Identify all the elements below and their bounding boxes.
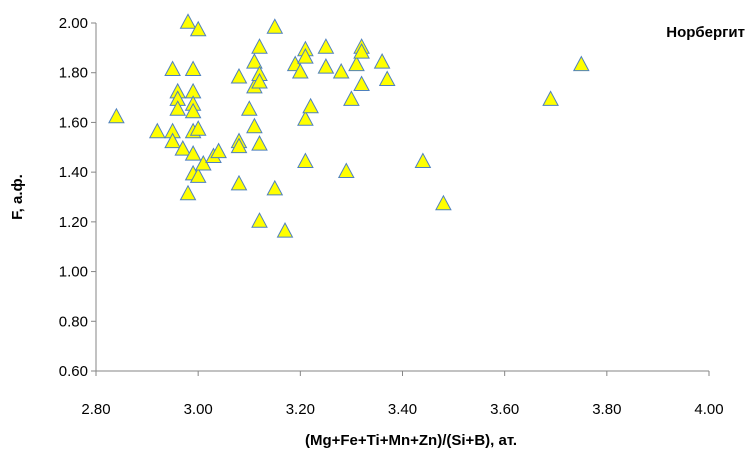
data-point bbox=[343, 90, 360, 106]
data-point bbox=[184, 60, 202, 76]
data-point bbox=[297, 152, 314, 168]
y-axis: 0.60 0.80 1.00 1.20 1.40 1.60 1.80 2.00 bbox=[59, 15, 97, 380]
data-point bbox=[174, 140, 192, 156]
data-point bbox=[230, 137, 248, 154]
x-tick-label: 3.00 bbox=[184, 401, 213, 418]
y-tick-label: 1.80 bbox=[59, 65, 88, 82]
x-tick-label: 4.00 bbox=[694, 401, 723, 418]
x-tick-label: 2.80 bbox=[81, 401, 110, 418]
data-point bbox=[230, 174, 248, 191]
data-point bbox=[169, 100, 187, 116]
data-point bbox=[230, 67, 248, 84]
data-point bbox=[184, 145, 202, 161]
data-point bbox=[189, 167, 207, 183]
data-markers bbox=[108, 13, 590, 238]
x-axis-title: (Mg+Fe+Ti+Mn+Zn)/(Si+B), ат. bbox=[305, 432, 517, 449]
y-tick-label: 1.20 bbox=[59, 214, 88, 231]
data-point bbox=[266, 179, 284, 196]
data-point bbox=[378, 70, 396, 86]
data-point bbox=[291, 62, 309, 79]
x-tick-label: 3.20 bbox=[286, 401, 315, 418]
data-point bbox=[297, 48, 314, 64]
y-tick-label: 1.00 bbox=[59, 264, 88, 281]
data-point bbox=[240, 100, 258, 116]
data-point bbox=[317, 58, 335, 74]
data-point bbox=[572, 55, 590, 72]
data-point bbox=[337, 162, 355, 178]
x-tick-label: 3.80 bbox=[592, 401, 621, 418]
data-point bbox=[348, 55, 365, 72]
data-point bbox=[302, 97, 319, 114]
x-tick-label: 3.40 bbox=[388, 401, 417, 418]
data-point bbox=[251, 72, 268, 89]
data-point bbox=[251, 135, 268, 151]
data-point bbox=[297, 110, 314, 126]
data-point bbox=[189, 120, 207, 136]
data-point bbox=[542, 90, 559, 106]
y-tick-label: 0.60 bbox=[59, 363, 88, 380]
data-point bbox=[353, 75, 370, 91]
data-point bbox=[251, 212, 268, 228]
data-point bbox=[435, 194, 452, 211]
x-tick-label: 3.60 bbox=[490, 401, 519, 418]
data-point bbox=[246, 117, 263, 134]
data-point bbox=[353, 43, 370, 59]
data-point bbox=[414, 152, 432, 168]
y-tick-label: 1.60 bbox=[59, 114, 88, 131]
data-point bbox=[164, 132, 181, 149]
data-point bbox=[164, 60, 181, 76]
x-axis: 2.80 3.00 3.20 3.40 3.60 3.80 4.00 bbox=[81, 370, 724, 418]
data-point bbox=[266, 18, 284, 34]
data-point bbox=[317, 38, 335, 54]
data-point bbox=[179, 13, 197, 29]
data-point bbox=[210, 142, 227, 159]
data-point bbox=[332, 62, 350, 79]
y-tick-label: 2.00 bbox=[59, 15, 88, 32]
data-point bbox=[373, 53, 391, 69]
data-point bbox=[108, 107, 125, 124]
data-point bbox=[246, 53, 263, 69]
y-axis-title: F, а.ф. bbox=[9, 174, 26, 220]
data-point bbox=[179, 184, 197, 201]
data-point bbox=[148, 122, 166, 139]
legend-label: Норбергит bbox=[666, 24, 745, 41]
data-point bbox=[251, 38, 268, 54]
y-tick-label: 1.40 bbox=[59, 164, 88, 181]
data-point bbox=[276, 222, 294, 238]
data-point bbox=[189, 20, 207, 37]
y-tick-label: 0.80 bbox=[59, 313, 88, 330]
data-point bbox=[184, 102, 202, 119]
